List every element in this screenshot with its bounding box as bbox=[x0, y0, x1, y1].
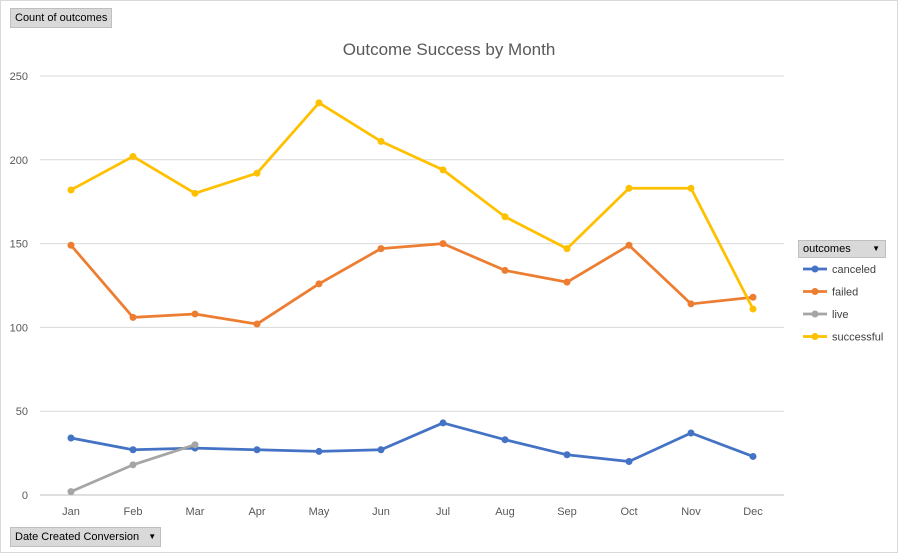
legend-label: live bbox=[832, 309, 849, 321]
series-successful bbox=[67, 99, 757, 313]
data-point-failed[interactable] bbox=[439, 240, 447, 248]
data-point-failed[interactable] bbox=[501, 266, 509, 274]
data-point-canceled[interactable] bbox=[315, 447, 323, 455]
data-point-failed[interactable] bbox=[191, 310, 199, 318]
legend-item-canceled[interactable]: canceled bbox=[803, 264, 876, 276]
legend-label: failed bbox=[832, 287, 858, 299]
data-point-failed[interactable] bbox=[377, 245, 385, 253]
legend-swatch-marker bbox=[811, 265, 819, 273]
legend-label: canceled bbox=[832, 264, 876, 276]
series-line-canceled bbox=[70, 421, 754, 463]
values-field-button[interactable]: Count of outcomes bbox=[10, 8, 113, 28]
data-point-failed[interactable] bbox=[315, 280, 323, 288]
y-axis: 0 50 100 150 200 250 bbox=[10, 71, 28, 502]
data-point-failed[interactable] bbox=[253, 320, 261, 328]
data-point-failed[interactable] bbox=[749, 293, 757, 301]
gridlines bbox=[40, 75, 784, 496]
data-point-successful[interactable] bbox=[67, 186, 75, 194]
x-tick-label: May bbox=[309, 506, 330, 518]
data-point-canceled[interactable] bbox=[377, 446, 385, 454]
series-live bbox=[67, 441, 199, 496]
chart-title: Outcome Success by Month bbox=[343, 40, 556, 59]
x-tick-label: Oct bbox=[620, 506, 637, 518]
x-tick-label: Jan bbox=[62, 506, 80, 518]
series-failed bbox=[67, 240, 757, 328]
data-point-successful[interactable] bbox=[439, 166, 447, 174]
values-field-label: Count of outcomes bbox=[15, 12, 108, 24]
series-canceled bbox=[67, 419, 757, 465]
legend-label: successful bbox=[832, 332, 883, 344]
data-point-canceled[interactable] bbox=[501, 436, 509, 444]
data-point-canceled[interactable] bbox=[67, 434, 75, 442]
data-point-live[interactable] bbox=[67, 488, 75, 496]
dropdown-arrow-icon: ▼ bbox=[148, 532, 157, 542]
y-tick-label: 100 bbox=[10, 322, 28, 334]
data-point-canceled[interactable] bbox=[687, 429, 695, 437]
data-point-failed[interactable] bbox=[67, 241, 75, 249]
y-tick-label: 250 bbox=[10, 71, 28, 83]
legend-field-label: outcomes bbox=[803, 243, 851, 255]
data-point-successful[interactable] bbox=[563, 245, 571, 253]
x-tick-label: Apr bbox=[248, 506, 265, 518]
legend-field-button[interactable]: outcomes ▼ bbox=[798, 240, 886, 258]
data-point-successful[interactable] bbox=[625, 184, 633, 192]
data-point-failed[interactable] bbox=[129, 313, 137, 321]
series-group bbox=[67, 99, 757, 496]
data-point-successful[interactable] bbox=[315, 99, 323, 107]
x-tick-label: Jun bbox=[372, 506, 390, 518]
y-tick-label: 50 bbox=[16, 406, 28, 418]
x-tick-label: Aug bbox=[495, 506, 515, 518]
legend: canceled failed live successful bbox=[803, 264, 883, 344]
legend-item-failed[interactable]: failed bbox=[803, 287, 858, 299]
series-line-successful bbox=[70, 101, 755, 310]
data-point-successful[interactable] bbox=[687, 184, 695, 192]
axis-field-button[interactable]: Date Created Conversion ▼ bbox=[10, 527, 162, 548]
series-line-failed bbox=[69, 242, 754, 326]
y-tick-label: 150 bbox=[10, 239, 28, 251]
legend-item-live[interactable]: live bbox=[803, 309, 849, 321]
legend-item-successful[interactable]: successful bbox=[803, 332, 883, 344]
x-tick-label: Dec bbox=[743, 506, 763, 518]
data-point-canceled[interactable] bbox=[625, 457, 633, 465]
x-tick-label: Jul bbox=[436, 506, 450, 518]
y-tick-label: 200 bbox=[10, 155, 28, 167]
legend-swatch-marker bbox=[811, 333, 819, 340]
data-point-successful[interactable] bbox=[377, 137, 385, 145]
data-point-canceled[interactable] bbox=[129, 446, 137, 454]
x-axis: Jan Feb Mar Apr May Jun Jul Aug Sep Oct Nov Dec bbox=[62, 506, 763, 518]
legend-swatch-marker bbox=[811, 310, 819, 318]
data-point-failed[interactable] bbox=[625, 241, 633, 249]
x-tick-label: Mar bbox=[186, 506, 205, 518]
x-tick-label: Nov bbox=[681, 506, 701, 518]
y-tick-label: 0 bbox=[22, 490, 28, 502]
legend-swatch-marker bbox=[811, 288, 819, 295]
x-tick-label: Feb bbox=[124, 506, 143, 518]
data-point-canceled[interactable] bbox=[439, 419, 447, 427]
data-point-failed[interactable] bbox=[687, 300, 695, 308]
axis-field-label: Date Created Conversion bbox=[15, 531, 140, 543]
data-point-successful[interactable] bbox=[749, 305, 757, 313]
data-point-canceled[interactable] bbox=[749, 452, 757, 460]
dropdown-arrow-icon: ▼ bbox=[872, 244, 880, 253]
x-tick-label: Sep bbox=[557, 506, 577, 518]
data-point-successful[interactable] bbox=[253, 169, 261, 177]
data-point-successful[interactable] bbox=[129, 152, 137, 160]
data-point-failed[interactable] bbox=[563, 278, 571, 286]
data-point-successful[interactable] bbox=[191, 189, 199, 197]
data-point-live[interactable] bbox=[191, 441, 199, 449]
data-point-successful[interactable] bbox=[501, 213, 509, 221]
data-point-live[interactable] bbox=[129, 461, 137, 469]
data-point-canceled[interactable] bbox=[563, 451, 571, 459]
data-point-canceled[interactable] bbox=[253, 446, 261, 454]
